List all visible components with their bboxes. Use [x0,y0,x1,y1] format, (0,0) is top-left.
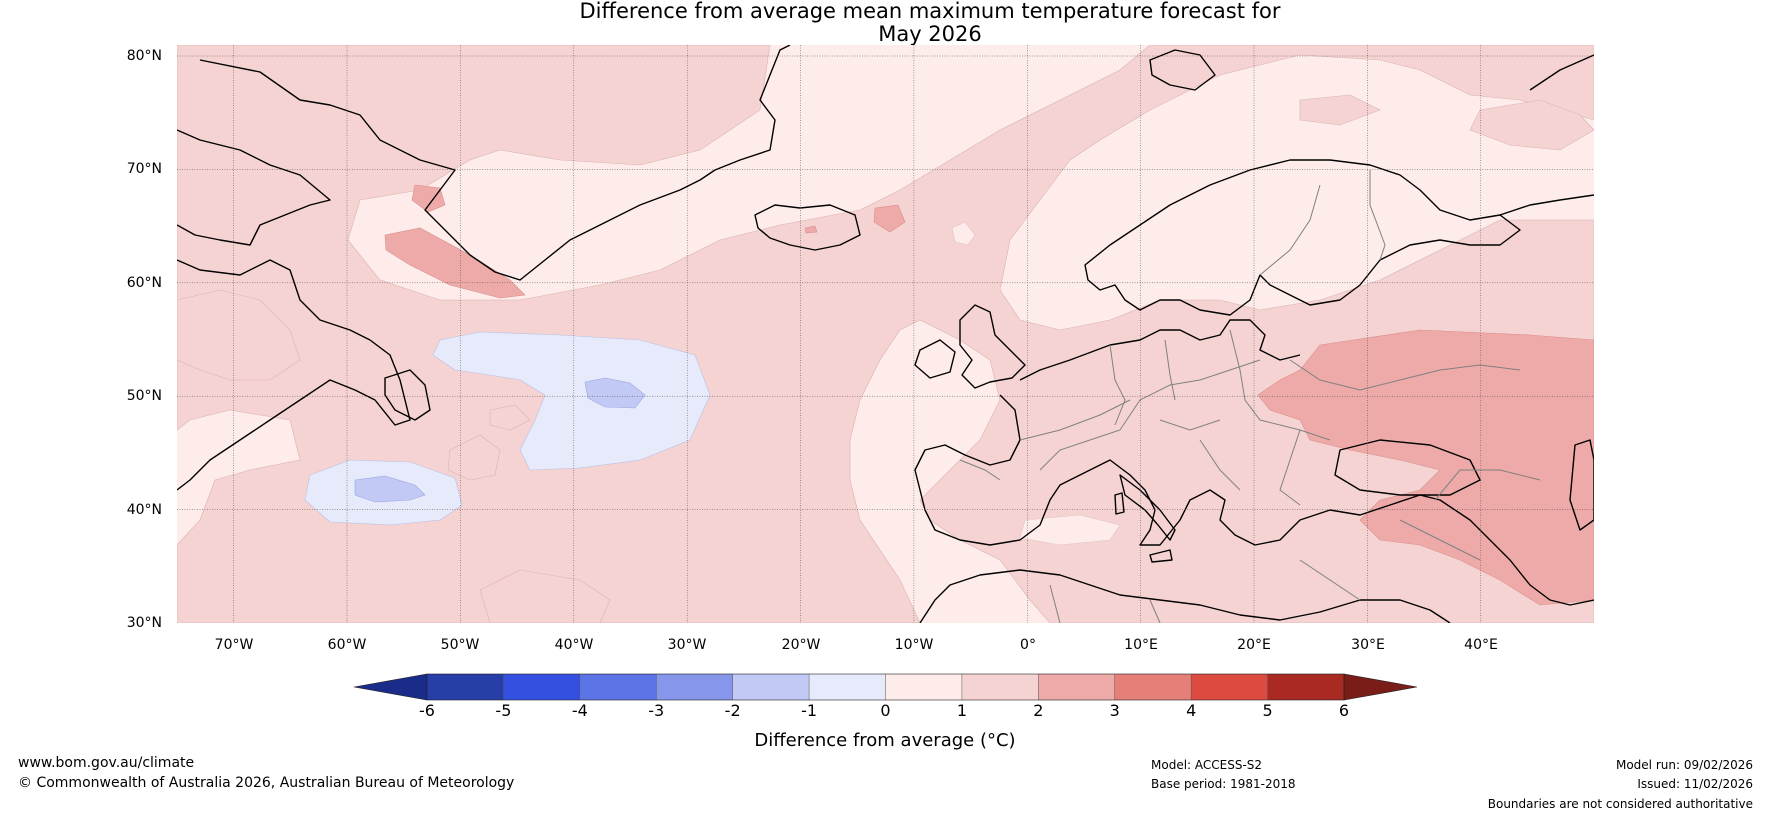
anomaly-neg2-neg1-regions [354,377,646,503]
lon-label-70w: 70°W [214,637,254,653]
lon-label-40w: 40°W [554,637,594,653]
colorbar-bin--2-to--1 [732,674,810,700]
colorbar-bin-2-to-3 [1038,674,1116,700]
colorbar-label: Difference from average (°C) [754,730,1016,751]
footer-model-run: Model run: 09/02/2026 [1615,758,1753,772]
colorbar-under-triangle [353,673,428,701]
footer-model: Model: ACCESS-S2 [1151,758,1263,772]
anomaly-2-3-regions [384,184,1594,606]
colorbar-over-triangle [1343,673,1418,701]
colorbar-tick-2: 2 [1033,701,1044,720]
colorbar-tick-6: 6 [1338,701,1350,720]
colorbar-tick--1: -1 [801,701,818,720]
colorbar-bin-4-to-5 [1191,674,1269,700]
footer-base-period: Base period: 1981-2018 [1151,777,1296,791]
footer-disclaimer: Boundaries are not considered authoritat… [1487,797,1753,811]
lat-label-40n: 40°N [126,502,162,518]
country-borders [959,170,1541,623]
footer-copyright: © Commonwealth of Australia 2026, Austra… [18,775,515,791]
footer-url: www.bom.gov.au/climate [18,755,195,771]
colorbar-tick--2: -2 [724,701,741,720]
anomaly-0-1-patches [951,221,1121,546]
colorbar-bin--5-to--4 [503,674,581,700]
colorbar [353,673,1418,701]
colorbar-bin--4-to--3 [579,674,657,700]
lon-label-10w: 10°W [894,637,934,653]
lon-label-10e: 10°E [1124,637,1158,653]
colorbar-bin-3-to-4 [1114,674,1192,700]
colorbar-tick--4: -4 [571,701,588,720]
lon-label-20w: 20°W [781,637,821,653]
colorbar-bin--3-to--2 [656,674,734,700]
footer-issued: Issued: 11/02/2026 [1637,777,1753,791]
colorbar-bin--1-to-0 [809,674,886,700]
colorbar-bin-5-to-6 [1267,674,1345,700]
colorbar-tick--3: -3 [648,701,665,720]
map-title: Difference from average mean maximum tem… [0,0,1770,46]
title-line-2: May 2026 [878,22,982,46]
lat-label-70n: 70°N [126,161,162,177]
coastlines [177,45,1594,623]
lon-label-60w: 60°W [327,637,367,653]
colorbar-tick-0: 0 [880,701,891,720]
colorbar-tick--6: -6 [419,701,435,720]
lon-label-20e: 20°E [1237,637,1271,653]
lon-label-30w: 30°W [667,637,707,653]
lon-label-40e: 40°E [1464,637,1498,653]
colorbar-tick-5: 5 [1262,701,1273,720]
colorbar-tick--5: -5 [495,701,512,720]
lat-label-50n: 50°N [126,388,162,404]
colorbar-tick-1: 1 [956,701,967,720]
colorbar-bin-0-to-1 [885,674,963,700]
lon-label-0: 0° [1020,637,1036,653]
graticule [177,45,1594,623]
lat-label-30n: 30°N [126,615,162,631]
lon-label-30e: 30°E [1351,637,1385,653]
colorbar-bin-1-to-2 [961,674,1039,700]
anomaly-1-2-regions [177,45,1594,623]
lat-label-80n: 80°N [126,48,162,64]
lat-label-60n: 60°N [126,275,162,291]
title-line-1: Difference from average mean maximum tem… [579,0,1281,23]
colorbar-tick-3: 3 [1109,701,1120,720]
colorbar-tick-4: 4 [1186,701,1197,720]
colorbar-bin--6-to--5 [427,674,504,700]
lon-label-50w: 50°W [440,637,480,653]
